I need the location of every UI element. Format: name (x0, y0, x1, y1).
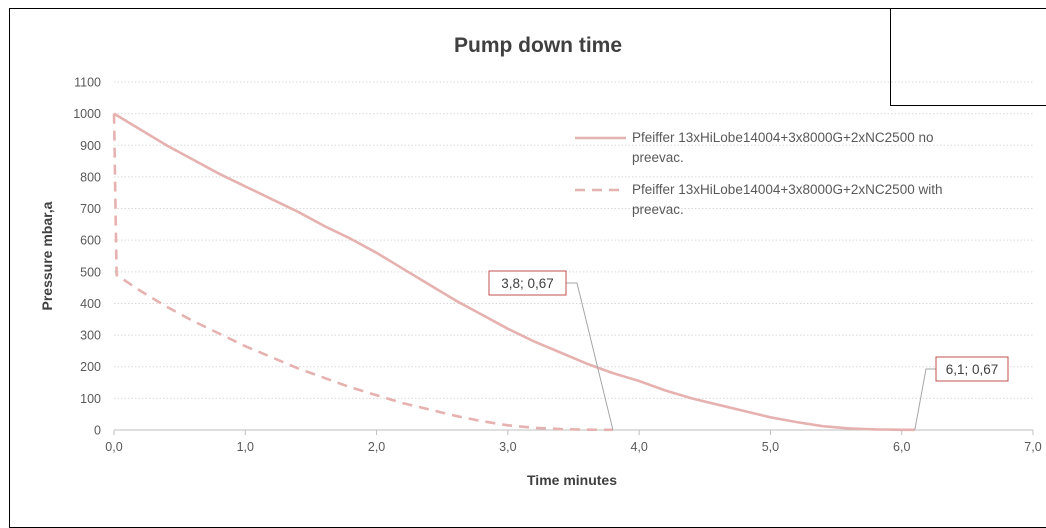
series-line-1 (113, 112, 915, 432)
pump-down-chart: Pump down time 0 100 200 300 400 500 600 700 800… (39, 34, 1042, 488)
x-tick-label: 6,0 (893, 440, 910, 454)
y-tick-label: 700 (80, 202, 101, 216)
y-axis-title: Pressure mbar,a (39, 201, 55, 310)
x-axis-title: Time minutes (527, 472, 617, 488)
y-tick-label: 500 (80, 265, 101, 279)
x-tick-label: 5,0 (762, 440, 779, 454)
series-line-2 (112, 113, 613, 432)
data-label-box (935, 356, 1009, 382)
x-tick-label: 0,0 (105, 440, 122, 454)
x-tick-label: 2,0 (368, 440, 385, 454)
legend-entry-2: preevac. (632, 202, 684, 217)
overlay-box (890, 8, 1046, 106)
x-tick-label: 4,0 (630, 440, 647, 454)
chart-title: Pump down time (454, 34, 622, 57)
y-axis-ticks: 0 100 200 300 400 500 600 700 800 900 1000 1100 (73, 76, 101, 438)
data-label-text: 6,1; 0,67 (946, 362, 999, 377)
series-lines (112, 112, 915, 432)
legend-entry-2: Pfeiffer 13xHiLobe14004+3x8000G+2xNC2500… (632, 182, 942, 197)
x-axis-ticks: 0,0 1,0 2,0 3,0 4,0 5,0 6,0 7,0 (105, 430, 1042, 454)
y-tick-label: 400 (80, 297, 101, 311)
data-label-leader (566, 282, 614, 430)
data-label-leader (914, 368, 936, 430)
data-label-box (488, 270, 567, 296)
x-tick-label: 1,0 (237, 440, 254, 454)
y-tick-label: 900 (80, 139, 101, 153)
y-tick-label: 0 (94, 424, 101, 438)
legend-entry-1: Pfeiffer 13xHiLobe14004+3x8000G+2xNC2500… (632, 130, 933, 145)
legend: Pfeiffer 13xHiLobe14004+3x8000G+2xNC2500… (575, 130, 942, 217)
y-tick-label: 1100 (74, 76, 101, 90)
x-tick-label: 3,0 (499, 440, 516, 454)
x-tick-label: 7,0 (1024, 440, 1041, 454)
y-tick-label: 800 (80, 170, 101, 184)
gridlines (114, 81, 1033, 399)
data-label-text: 3,8; 0,67 (501, 276, 554, 291)
data-labels: 3,8; 0,67 6,1; 0,67 (488, 270, 1009, 430)
y-tick-label: 300 (80, 329, 101, 343)
y-tick-label: 100 (80, 392, 101, 406)
y-tick-label: 1000 (73, 107, 101, 121)
y-tick-label: 200 (80, 360, 101, 374)
y-tick-label: 600 (80, 234, 101, 248)
legend-entry-1: preevac. (632, 150, 684, 165)
